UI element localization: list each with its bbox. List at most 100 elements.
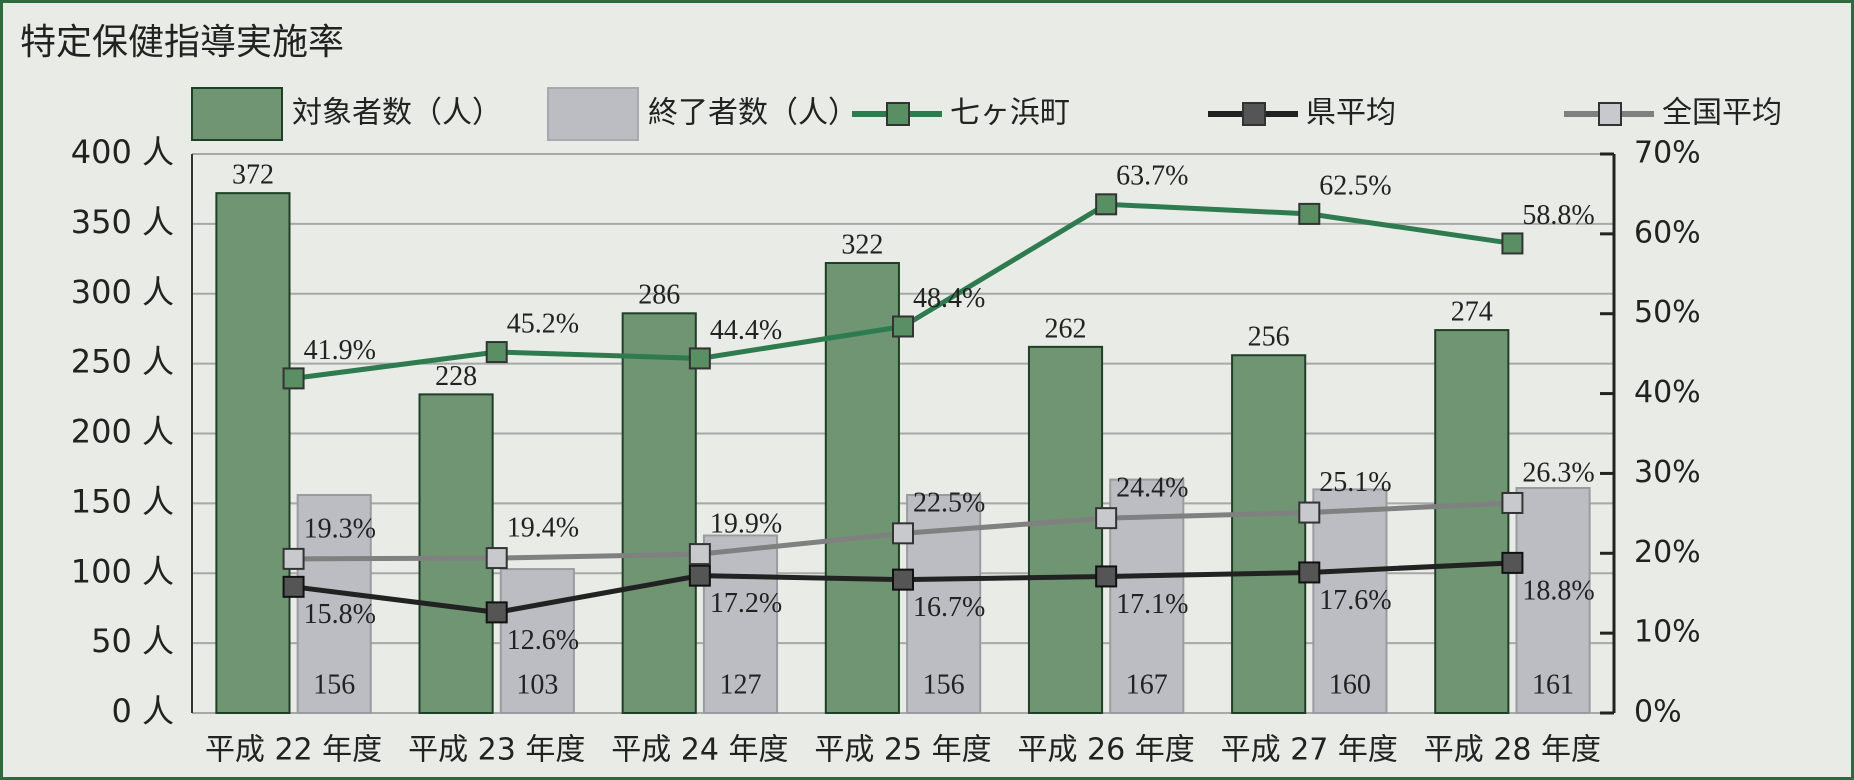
legend-marker bbox=[1598, 102, 1622, 126]
x-tick-label: 平成 22 年度 bbox=[205, 733, 382, 768]
bar bbox=[418, 393, 494, 714]
y2-tick-label: 60% bbox=[1634, 215, 1701, 250]
data-label: 12.6% bbox=[507, 625, 579, 656]
bar bbox=[1434, 329, 1510, 714]
data-label: 17.6% bbox=[1319, 585, 1391, 616]
x-tick-label: 平成 25 年度 bbox=[814, 733, 991, 768]
y2-tick-label: 70% bbox=[1634, 136, 1701, 171]
bar-value-label: 127 bbox=[719, 669, 761, 700]
bar-value-label: 228 bbox=[435, 361, 477, 392]
line-marker bbox=[485, 341, 508, 364]
x-tick-label: 平成 26 年度 bbox=[1018, 733, 1195, 768]
line-marker bbox=[282, 367, 305, 390]
line-marker bbox=[485, 547, 508, 570]
data-label: 25.1% bbox=[1319, 467, 1391, 498]
data-label: 41.9% bbox=[304, 335, 376, 366]
legend-swatch bbox=[191, 87, 283, 141]
data-label: 58.8% bbox=[1522, 200, 1594, 231]
line-marker bbox=[892, 568, 914, 591]
data-label: 24.4% bbox=[1116, 473, 1188, 504]
y-tick-label: 250 人 bbox=[71, 343, 174, 381]
bar-value-label: 160 bbox=[1329, 669, 1371, 700]
line-marker bbox=[1095, 565, 1118, 588]
data-label: 19.3% bbox=[304, 513, 376, 544]
line-marker bbox=[1298, 202, 1321, 225]
data-label: 45.2% bbox=[507, 308, 579, 339]
y2-tick-label: 10% bbox=[1634, 615, 1701, 650]
line-marker bbox=[688, 564, 711, 587]
chart-title: 特定保健指導実施率 bbox=[20, 22, 344, 63]
bar-value-label: 156 bbox=[923, 669, 965, 700]
x-tick-label: 平成 23 年度 bbox=[408, 733, 585, 768]
line-marker bbox=[282, 547, 305, 570]
data-label: 44.4% bbox=[710, 315, 782, 346]
legend-marker bbox=[1242, 102, 1266, 126]
data-label: 18.8% bbox=[1522, 575, 1594, 606]
bar bbox=[296, 493, 372, 714]
line-marker bbox=[1501, 551, 1524, 574]
y2-tick-label: 0% bbox=[1634, 695, 1682, 730]
bar bbox=[215, 192, 291, 714]
bar-value-label: 262 bbox=[1045, 313, 1087, 344]
y-tick-label: 350 人 bbox=[71, 203, 174, 241]
data-label: 19.9% bbox=[710, 509, 782, 540]
bar-value-label: 161 bbox=[1532, 669, 1574, 700]
line-marker bbox=[892, 315, 914, 338]
bar-value-label: 322 bbox=[841, 229, 883, 260]
legend-label: 七ヶ浜町 bbox=[950, 96, 1070, 131]
line-marker bbox=[892, 522, 914, 545]
bar bbox=[499, 568, 575, 714]
bar bbox=[621, 312, 697, 714]
line-marker bbox=[282, 575, 305, 598]
bar bbox=[1312, 488, 1388, 714]
line-marker bbox=[1298, 501, 1321, 524]
bar-value-label: 256 bbox=[1248, 322, 1290, 353]
y-tick-label: 200 人 bbox=[71, 413, 174, 451]
legend-swatch bbox=[547, 87, 639, 141]
y2-tick-label: 50% bbox=[1634, 295, 1701, 330]
x-tick-label: 平成 28 年度 bbox=[1424, 733, 1601, 768]
y2-tick-label: 30% bbox=[1634, 455, 1701, 490]
line-marker bbox=[485, 601, 508, 624]
legend-label: 県平均 bbox=[1306, 96, 1396, 131]
x-tick-label: 平成 27 年度 bbox=[1221, 733, 1398, 768]
line-marker bbox=[1501, 232, 1524, 255]
bar-value-label: 286 bbox=[638, 280, 680, 311]
data-label: 16.7% bbox=[913, 592, 985, 623]
line-marker bbox=[688, 543, 711, 566]
data-label: 15.8% bbox=[304, 599, 376, 630]
data-label: 17.1% bbox=[1116, 589, 1188, 620]
line-marker bbox=[1095, 507, 1118, 530]
legend-marker bbox=[886, 102, 910, 126]
legend-label: 全国平均 bbox=[1662, 96, 1782, 131]
y-tick-label: 100 人 bbox=[71, 552, 174, 590]
bar bbox=[1231, 354, 1307, 714]
line-marker bbox=[1298, 561, 1321, 584]
line-marker bbox=[688, 347, 711, 370]
y-tick-label: 50 人 bbox=[91, 622, 174, 660]
y2-tick-label: 40% bbox=[1634, 375, 1701, 410]
bar bbox=[1027, 345, 1104, 714]
line-marker bbox=[1095, 193, 1118, 216]
data-label: 17.2% bbox=[710, 588, 782, 619]
data-label: 26.3% bbox=[1522, 457, 1594, 488]
legend-label: 終了者数（人） bbox=[648, 96, 858, 131]
y-tick-label: 300 人 bbox=[71, 273, 174, 311]
y2-tick-label: 20% bbox=[1634, 535, 1701, 570]
legend-label: 対象者数（人） bbox=[292, 96, 502, 131]
bar-value-label: 156 bbox=[313, 669, 355, 700]
y-tick-label: 150 人 bbox=[71, 482, 174, 520]
data-label: 62.5% bbox=[1319, 170, 1391, 201]
bar-value-label: 167 bbox=[1126, 669, 1168, 700]
data-label: 63.7% bbox=[1116, 161, 1188, 192]
bar bbox=[702, 534, 779, 715]
y-tick-label: 400 人 bbox=[71, 133, 174, 171]
bar-value-label: 274 bbox=[1451, 297, 1493, 328]
bar bbox=[1515, 487, 1591, 714]
bar-value-label: 372 bbox=[232, 160, 274, 191]
x-tick-label: 平成 24 年度 bbox=[611, 733, 788, 768]
data-label: 48.4% bbox=[913, 283, 985, 314]
y-tick-label: 0 人 bbox=[111, 692, 174, 730]
data-label: 22.5% bbox=[913, 488, 985, 519]
